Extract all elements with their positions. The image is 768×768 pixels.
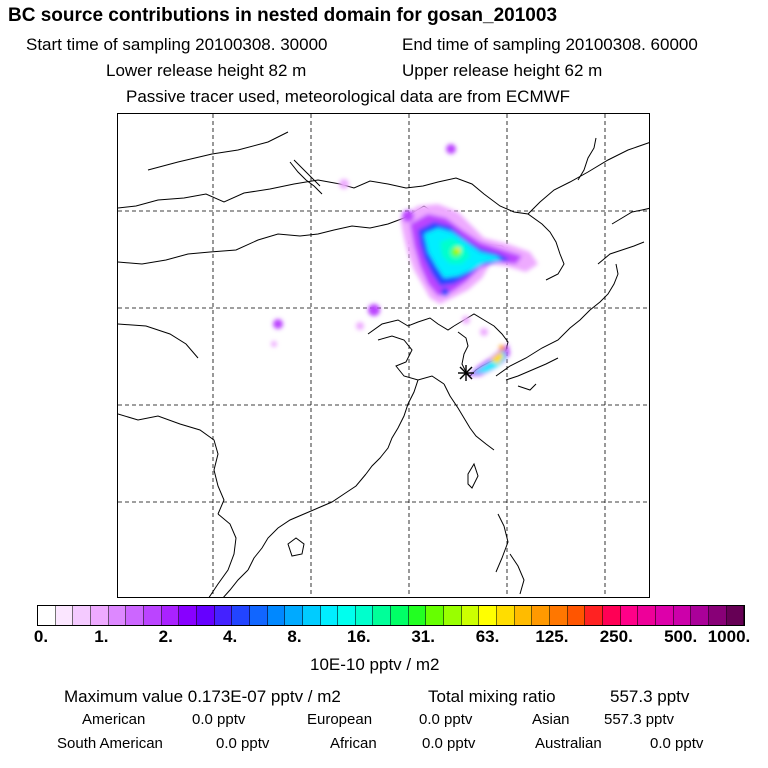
colorbar-tick-label: 8. [287, 627, 302, 646]
spot [273, 319, 283, 329]
total-mixing-value: 557.3 pptv [610, 687, 690, 706]
max-value-label: Maximum value 0.173E-07 pptv / m2 [64, 687, 341, 706]
end-time-label: End time of sampling 20100308. 60000 [402, 35, 698, 54]
region-south-american-name: South American [57, 735, 163, 752]
region-australian-value: 0.0 pptv [650, 735, 704, 752]
receptor-marker [458, 365, 474, 381]
colorbar-segment [214, 606, 233, 625]
colorbar-segment [550, 606, 568, 625]
colorbar-segment [143, 606, 162, 625]
colorbar-segment [620, 606, 639, 625]
colorbar-tick-label: 63. [475, 627, 500, 646]
colorbar-segment [444, 606, 462, 625]
colorbar-tick-label: 0. [33, 627, 49, 646]
spot [446, 144, 456, 154]
colorbar-segment [567, 606, 586, 625]
spot [480, 328, 488, 336]
colorbar-tick-label: 16. [346, 627, 371, 646]
spot [271, 341, 277, 347]
plume-peak [455, 247, 461, 253]
colorbar-segment [126, 606, 144, 625]
region-australian-name: Australian [535, 735, 602, 752]
spot [368, 304, 380, 316]
colorbar-tick-label: 1. [94, 627, 109, 646]
plot-title: BC source contributions in nested domain… [8, 5, 558, 26]
colorbar-segment [479, 606, 498, 625]
region-american-name: American [82, 711, 146, 728]
colorbar-segment [355, 606, 374, 625]
colorbar-tick-label: 125. [535, 627, 569, 646]
korea-plume-hot [499, 345, 505, 351]
colorbar-segment [726, 606, 745, 625]
colorbar-segment [638, 606, 656, 625]
region-asian-name: Asian [532, 711, 570, 728]
korea-plume-outer [468, 344, 510, 376]
colorbar-segment [532, 606, 551, 625]
colorbar-segment [461, 606, 480, 625]
colorbar [37, 605, 745, 626]
colorbar-segment [38, 606, 56, 625]
colorbar-segment [391, 606, 409, 625]
colorbar-tick-label: 31. [411, 627, 435, 646]
colorbar-tick-label: 250. [599, 627, 633, 646]
colorbar-segment [585, 606, 603, 625]
colorbar-tick-label: 500. [664, 627, 698, 646]
colorbar-segment [691, 606, 709, 625]
spot [441, 288, 449, 296]
region-asian-value: 557.3 pptv [604, 711, 675, 728]
region-american-value: 0.0 pptv [192, 711, 246, 728]
colorbar-tick-label: 4. [222, 627, 238, 646]
colorbar-segment [285, 606, 303, 625]
spot [402, 210, 414, 222]
colorbar-segment [267, 606, 286, 625]
colorbar-segment [249, 606, 268, 625]
spot [339, 179, 349, 189]
colorbar-segment [232, 606, 250, 625]
upper-release-label: Upper release height 62 m [402, 61, 603, 80]
region-european-value: 0.0 pptv [419, 711, 473, 728]
colorbar-segment [408, 606, 427, 625]
contribution-field [271, 144, 538, 376]
spot [462, 316, 470, 324]
colorbar-segment [302, 606, 321, 625]
region-african-name: African [330, 735, 377, 752]
korea-plume-peak [490, 352, 504, 364]
colorbar-segment [108, 606, 127, 625]
region-european-name: European [307, 711, 373, 728]
region-south-american-value: 0.0 pptv [216, 735, 270, 752]
map-panel [117, 113, 650, 598]
colorbar-segment [514, 606, 533, 625]
spot [356, 322, 364, 330]
colorbar-segment [320, 606, 339, 625]
colorbar-segment [497, 606, 515, 625]
colorbar-segment [426, 606, 445, 625]
colorbar-segment [73, 606, 91, 625]
colorbar-tick-label: 1000. [707, 627, 751, 646]
colorbar-segment [55, 606, 74, 625]
colorbar-segment [338, 606, 356, 625]
region-african-value: 0.0 pptv [422, 735, 476, 752]
colorbar-segment [603, 606, 621, 625]
graticule [118, 114, 649, 597]
colorbar-tick-label: 2. [158, 627, 173, 646]
total-mixing-label: Total mixing ratio [428, 687, 556, 706]
coastlines [118, 131, 649, 597]
colorbar-segment [373, 606, 392, 625]
colorbar-segment [673, 606, 692, 625]
lower-release-label: Lower release height 82 m [106, 61, 307, 80]
start-time-label: Start time of sampling 20100308. 30000 [26, 35, 328, 54]
colorbar-segment [90, 606, 109, 625]
colorbar-segment [161, 606, 180, 625]
colorbar-units: 10E-10 pptv / m2 [310, 655, 440, 674]
map-canvas [118, 114, 649, 597]
colorbar-segment [196, 606, 215, 625]
tracer-note: Passive tracer used, meteorological data… [126, 87, 571, 106]
colorbar-segment [655, 606, 674, 625]
colorbar-segment [179, 606, 197, 625]
colorbar-segment [708, 606, 727, 625]
